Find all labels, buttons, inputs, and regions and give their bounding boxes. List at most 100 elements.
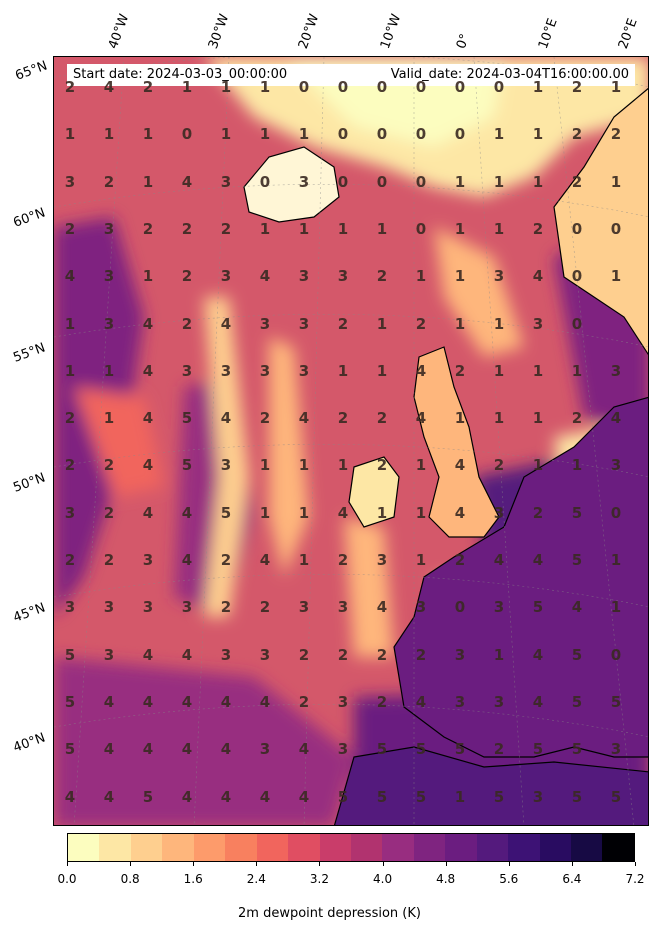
grid-value: 1: [376, 503, 388, 522]
grid-value: 4: [298, 740, 310, 759]
grid-value: 1: [571, 361, 583, 380]
grid-value: 2: [103, 503, 115, 522]
grid-value: 2: [142, 219, 154, 238]
grid-value: 0: [571, 314, 583, 333]
lon-label: 30°W: [205, 12, 233, 51]
grid-value: 4: [337, 503, 349, 522]
grid-value: 3: [103, 267, 115, 286]
grid-value: 4: [415, 692, 427, 711]
grid-value: 2: [181, 219, 193, 238]
grid-value: 1: [376, 219, 388, 238]
colorbar-segment: [366, 834, 383, 861]
grid-value: 4: [142, 740, 154, 759]
grid-value: 4: [142, 503, 154, 522]
grid-value: 2: [376, 456, 388, 475]
colorbar-segment: [618, 834, 634, 861]
colorbar-segment: [429, 834, 446, 861]
grid-value: 4: [181, 551, 193, 569]
grid-value: 3: [220, 267, 232, 286]
grid-value: 5: [415, 740, 427, 759]
grid-value: 3: [493, 598, 505, 617]
colorbar-tick: [130, 862, 132, 866]
grid-value: 0: [571, 267, 583, 286]
lon-label: 20°E: [615, 16, 641, 51]
grid-value: 4: [571, 598, 583, 617]
grid-value: 5: [376, 740, 388, 759]
grid-value: 5: [571, 787, 583, 806]
grid-value: 2: [103, 172, 115, 191]
colorbar-segment: [382, 834, 399, 861]
grid-value: 3: [220, 645, 232, 664]
grid-value: 3: [298, 314, 310, 333]
grid-value: 3: [220, 361, 232, 380]
grid-value: 4: [64, 267, 76, 286]
grid-value: 5: [532, 740, 544, 759]
grid-value: 1: [454, 787, 466, 806]
grid-value: 2: [454, 551, 466, 569]
grid-value: 1: [337, 219, 349, 238]
grid-value: 0: [454, 78, 466, 96]
lat-label: 40°N: [11, 730, 48, 756]
colorbar-tick: [67, 862, 68, 866]
grid-value: 4: [532, 692, 544, 711]
grid-value: 4: [181, 172, 193, 191]
colorbar-segment: [288, 834, 304, 861]
grid-value: 2: [571, 125, 583, 144]
grid-value: 4: [181, 740, 193, 759]
grid-value: 5: [571, 740, 583, 759]
lon-label: 10°E: [535, 16, 561, 51]
grid-value: 4: [532, 551, 544, 569]
grid-value: 0: [337, 125, 349, 144]
grid-value: 0: [571, 219, 583, 238]
grid-value: 2: [337, 551, 349, 569]
lon-label: 40°W: [105, 12, 133, 51]
grid-value: 2: [259, 598, 271, 617]
grid-value: 0: [415, 125, 427, 144]
grid-value: 4: [298, 787, 310, 806]
grid-value: 3: [337, 692, 349, 711]
land-masses: [243, 87, 648, 825]
colorbar-segment: [460, 834, 477, 861]
grid-value: 4: [142, 456, 154, 475]
grid-value: 1: [493, 219, 505, 238]
grid-value: 2: [610, 125, 622, 144]
grid-value: 5: [454, 740, 466, 759]
grid-value: 0: [298, 78, 310, 96]
colorbar-tick-label: 2.4: [246, 872, 266, 886]
grid-value: 1: [493, 125, 505, 144]
grid-value: 1: [142, 172, 154, 191]
grid-value: 0: [610, 645, 622, 664]
grid-value: 3: [103, 314, 115, 333]
map-panel[interactable]: [53, 56, 649, 826]
grid-value: 4: [181, 645, 193, 664]
grid-value: 0: [181, 125, 193, 144]
grid-value: 1: [181, 78, 193, 96]
grid-value: 0: [415, 172, 427, 191]
grid-value: 2: [64, 409, 76, 428]
colorbar-tick: [382, 862, 384, 866]
grid-value: 5: [610, 692, 622, 711]
colorbar-segment: [193, 834, 210, 861]
lon-label: 20°W: [295, 12, 323, 51]
grid-value: 3: [337, 267, 349, 286]
grid-value: 1: [64, 314, 76, 333]
colorbar-segment: [335, 834, 351, 861]
grid-value: 2: [493, 740, 505, 759]
grid-value: 0: [337, 78, 349, 96]
date-header: Start date: 2024-03-03_00:00:00 Valid_da…: [67, 64, 635, 86]
grid-value: 4: [103, 787, 115, 806]
grid-value: 1: [376, 361, 388, 380]
grid-value: 1: [493, 361, 505, 380]
grid-value: 5: [610, 787, 622, 806]
grid-value: 3: [103, 598, 115, 617]
grid-value: 2: [454, 361, 466, 380]
colorbar-segment: [162, 834, 179, 861]
grid-value: 1: [610, 267, 622, 286]
grid-value: 5: [64, 692, 76, 711]
grid-value: 3: [220, 172, 232, 191]
grid-value: 4: [493, 551, 505, 569]
grid-value: 4: [142, 314, 154, 333]
grid-value: 5: [64, 740, 76, 759]
grid-value: 3: [103, 645, 115, 664]
grid-value: 3: [493, 503, 505, 522]
